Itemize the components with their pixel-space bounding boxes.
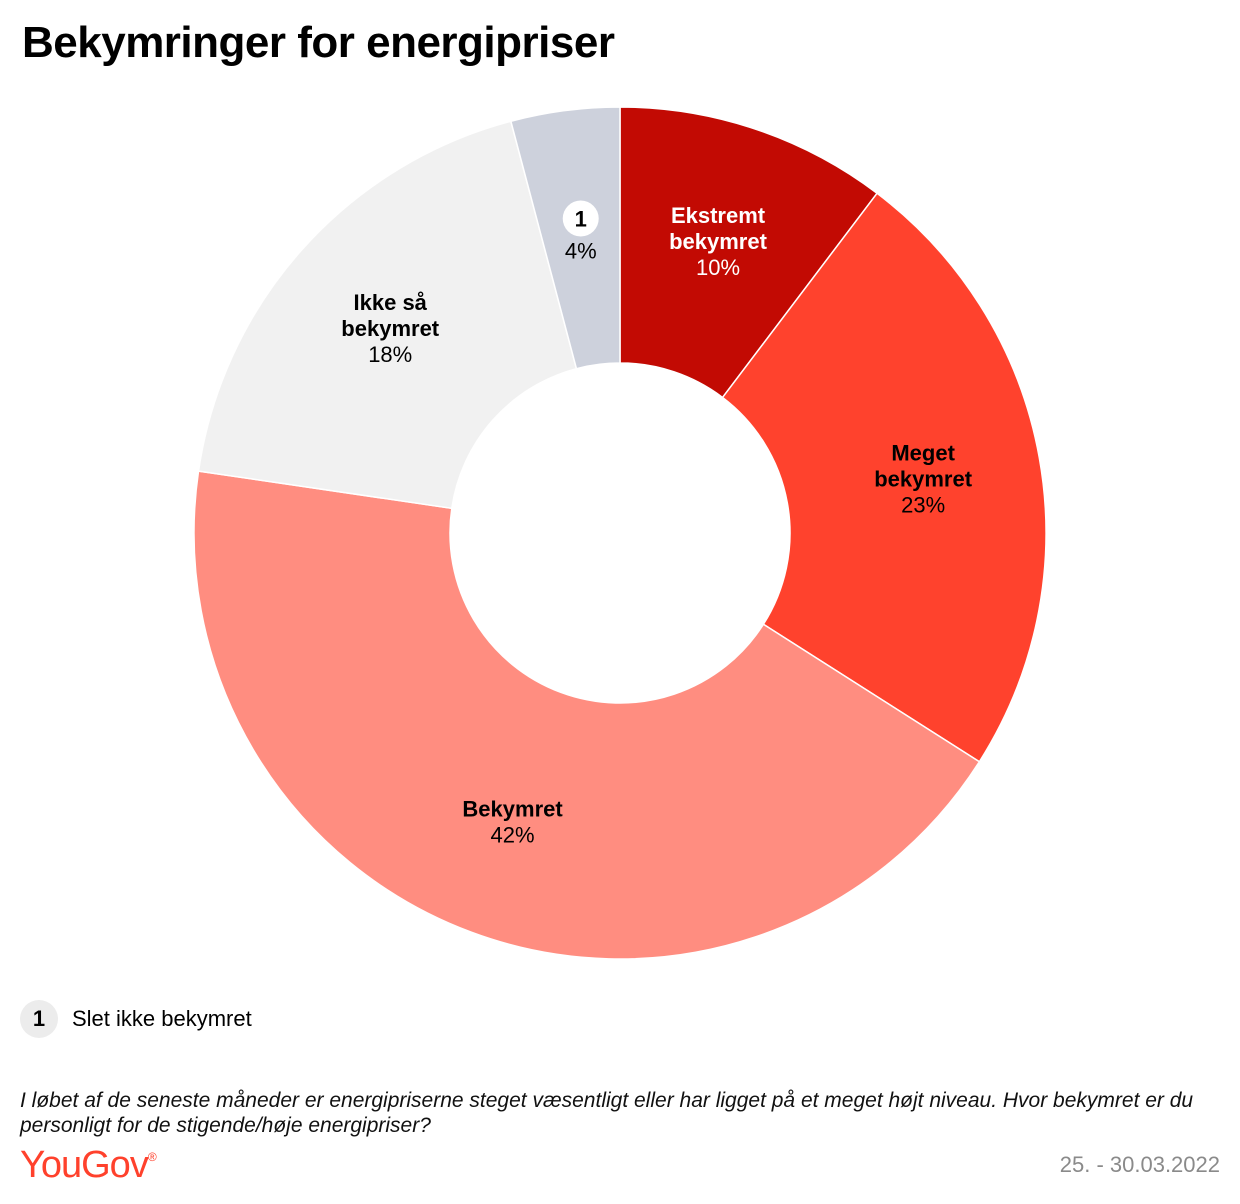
donut-slice: [619, 106, 879, 399]
marker-circle: [562, 200, 599, 237]
slice-value: 18%: [368, 342, 412, 367]
slice-footnote-marker: 1: [562, 200, 599, 237]
slice-label: Ekstremt: [671, 203, 766, 228]
donut-slice: [197, 120, 578, 510]
footnote: 1 Slet ikke bekymret: [20, 1000, 252, 1038]
footnote-text: Slet ikke bekymret: [72, 1006, 252, 1031]
slice-label: Meget: [891, 440, 955, 465]
slice-value: 4%: [565, 239, 597, 264]
slice-value: 42%: [491, 823, 535, 848]
footnote-marker: 1: [20, 1000, 58, 1038]
donut-slice: [509, 106, 621, 370]
marker-text: 1: [575, 207, 587, 232]
donut-chart: Ekstremtbekymret10%Megetbekymret23%Bekym…: [193, 106, 1047, 960]
logo-text: YouGov: [20, 1144, 149, 1186]
slice-label: bekymret: [341, 316, 440, 341]
slice-value: 23%: [901, 492, 945, 517]
chart-title: Bekymringer for energipriser: [22, 18, 615, 67]
slice-value: 10%: [696, 255, 740, 280]
donut-slice: [193, 470, 981, 960]
slice-label: bekymret: [874, 466, 973, 491]
slice-label: Ikke så: [354, 290, 428, 315]
survey-date: 25. - 30.03.2022: [1059, 1152, 1220, 1177]
survey-question: I løbet af de seneste måneder er energip…: [20, 1089, 1194, 1137]
donut-slice: [721, 192, 1047, 763]
registered-mark: ®: [147, 1150, 157, 1164]
slice-label: Bekymret: [462, 797, 563, 822]
yougov-logo: YouGov®: [20, 1144, 157, 1187]
slice-label: bekymret: [669, 229, 768, 254]
